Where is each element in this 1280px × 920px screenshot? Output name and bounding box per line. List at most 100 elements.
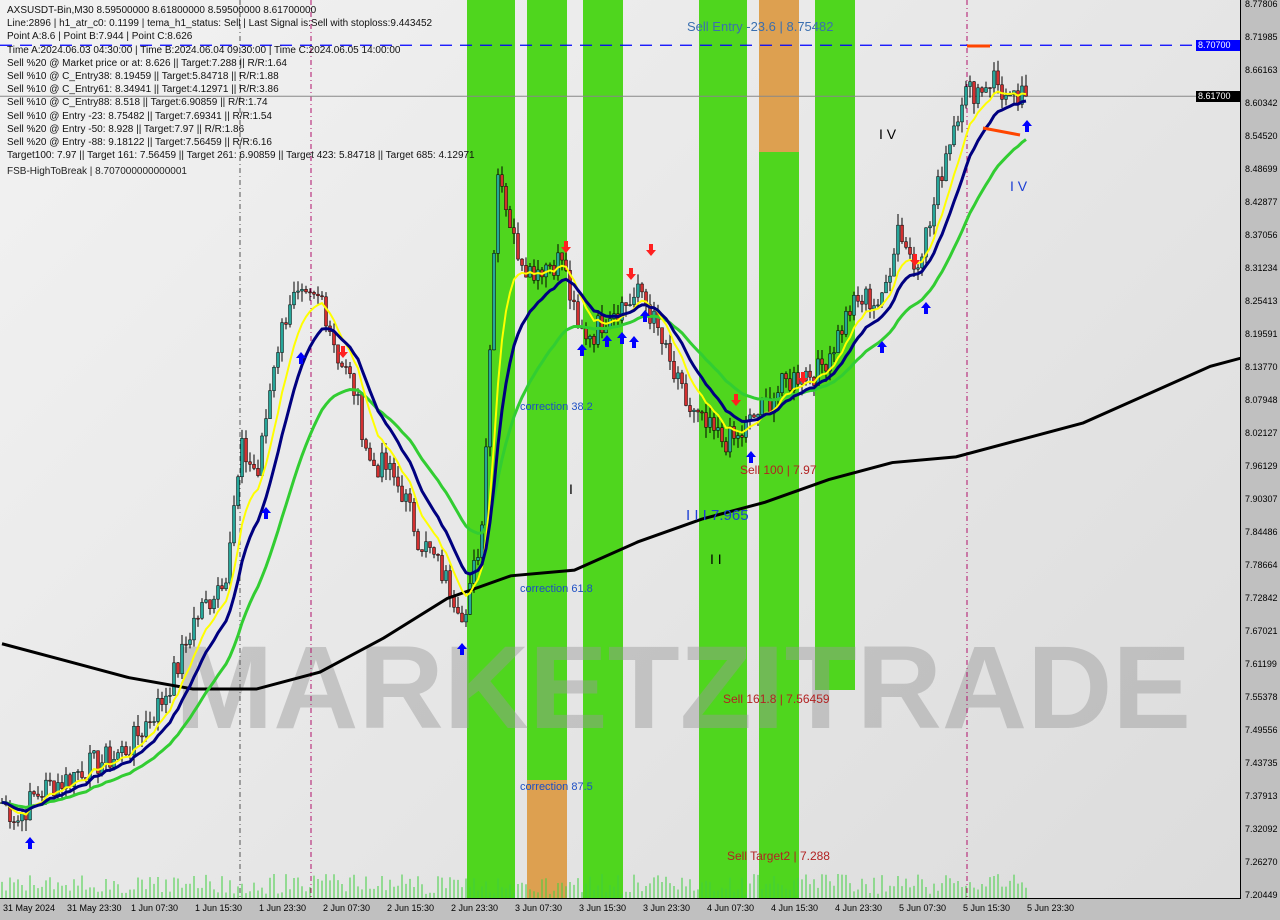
candle-body — [1008, 94, 1012, 97]
candle-body — [320, 295, 324, 298]
price-axis[interactable]: 8.77806 8.71985 8.66163 8.60342 8.54520 8.486… — [1241, 0, 1280, 920]
candle-body — [324, 296, 328, 327]
candle-body — [188, 639, 192, 645]
buy-arrow-icon — [457, 643, 467, 655]
y-tick-label: 7.32092 — [1245, 824, 1278, 835]
candle-body — [224, 582, 228, 590]
wave-4-blue-label: I V — [1010, 178, 1028, 194]
candle-body — [212, 598, 216, 609]
zone-band — [699, 0, 747, 898]
candle-body — [536, 269, 540, 281]
y-tick-label: 7.37913 — [1245, 791, 1278, 802]
candle-body — [452, 596, 456, 608]
y-tick-label: 8.60342 — [1245, 97, 1278, 108]
candle-body — [296, 290, 300, 293]
candle-body — [164, 695, 168, 705]
candle-body — [884, 281, 888, 294]
correction-38-label: correction 38.2 — [520, 401, 593, 413]
candle-body — [944, 153, 948, 181]
candle-body — [156, 698, 160, 722]
candle-body — [636, 283, 640, 298]
watermark-text: MARKETZITRADE — [175, 622, 1191, 754]
chart-plot-area[interactable]: MARKETZITRADE AXSUSDT-Bin,M30 8.59500000… — [0, 0, 1241, 899]
y-tick-label: 8.19591 — [1245, 328, 1278, 339]
info-line: Sell %20 @ Entry -50: 8.928 || Target:7.… — [7, 123, 245, 135]
y-tick-label: 7.96129 — [1245, 461, 1278, 472]
candle-body — [352, 373, 356, 396]
candle-body — [124, 746, 128, 755]
candle-body — [376, 465, 380, 478]
candle-body — [96, 750, 100, 774]
zone-band — [527, 780, 567, 898]
candle-body — [168, 695, 172, 697]
candle-body — [208, 599, 212, 609]
sell-arrow-icon — [626, 268, 636, 280]
candle-body — [972, 81, 976, 104]
info-line: AXSUSDT-Bin,M30 8.59500000 8.61800000 8.… — [7, 5, 317, 16]
candle-body — [620, 302, 624, 321]
y-tick-label: 8.77806 — [1245, 0, 1278, 9]
candle-body — [36, 793, 40, 797]
candle-body — [508, 209, 512, 228]
fsb-label: FSB-HighToBreak | 8.707000000000001 — [7, 166, 187, 177]
candle-body — [500, 174, 504, 187]
sell-100-label: Sell 100 | 7.97 — [740, 463, 817, 477]
candle-body — [948, 144, 952, 155]
candle-body — [512, 227, 516, 234]
buy-arrow-icon — [296, 352, 306, 364]
candle-body — [988, 87, 992, 89]
candle-body — [996, 70, 1000, 86]
candle-body — [300, 289, 304, 292]
y-tick-label: 8.37056 — [1245, 229, 1278, 240]
point-c-marker — [982, 126, 1021, 137]
x-tick-label: 1 Jun 07:30 — [131, 903, 179, 913]
x-tick-label: 2 Jun 23:30 — [451, 903, 499, 913]
candle-body — [596, 315, 600, 345]
x-tick-label: 3 Jun 15:30 — [579, 903, 627, 913]
wave-4-label: I V — [879, 126, 897, 142]
candle-body — [72, 772, 76, 787]
candle-body — [868, 288, 872, 310]
candle-body — [92, 750, 96, 754]
candle-body — [256, 468, 260, 476]
buy-arrow-icon — [1022, 120, 1032, 132]
candle-body — [808, 370, 812, 378]
candle-body — [960, 104, 964, 123]
buy-arrow-icon — [746, 451, 756, 463]
y-tick-label: 7.72842 — [1245, 593, 1278, 604]
sell-target2-label: Sell Target2 | 7.288 — [727, 849, 830, 863]
y-tick-label: 8.31234 — [1245, 262, 1278, 273]
candle-body — [304, 289, 308, 293]
candle-body — [468, 583, 472, 615]
candle-body — [480, 524, 484, 558]
candle-body — [200, 602, 204, 619]
candle-body — [240, 438, 244, 478]
candle-body — [852, 295, 856, 316]
candle-body — [228, 542, 232, 584]
candle-body — [244, 438, 248, 463]
candle-body — [840, 330, 844, 335]
candle-body — [964, 86, 968, 106]
candle-body — [968, 81, 972, 87]
candle-body — [876, 304, 880, 307]
candle-body — [668, 343, 672, 362]
candle-body — [488, 349, 492, 448]
candle-body — [216, 585, 220, 600]
candle-body — [976, 87, 980, 104]
candle-body — [700, 411, 704, 414]
candle-body — [496, 174, 500, 254]
candle-body — [360, 394, 364, 440]
candle-body — [408, 493, 412, 503]
y-tick-label: 8.13770 — [1245, 361, 1278, 372]
candle-body — [932, 204, 936, 227]
candle-body — [956, 121, 960, 127]
candle-body — [412, 502, 416, 532]
y-tick-label: 7.55378 — [1245, 692, 1278, 703]
candle-body — [1004, 94, 1008, 100]
candle-body — [144, 721, 148, 737]
candle-body — [568, 270, 572, 301]
candle-body — [20, 813, 24, 822]
sell-arrow-icon — [910, 254, 920, 266]
candle-body — [120, 746, 124, 753]
candle-body — [732, 426, 736, 439]
